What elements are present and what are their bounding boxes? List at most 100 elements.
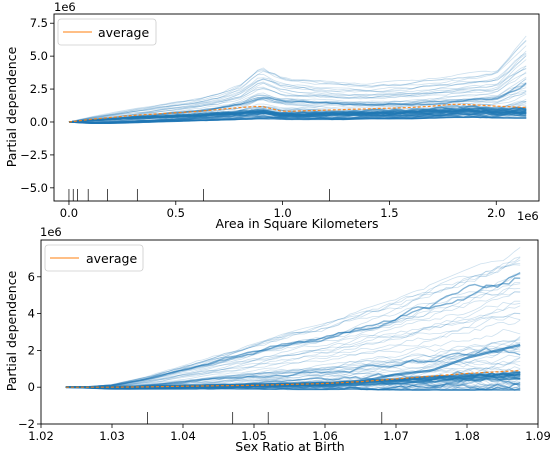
top-y-axis-label: Partial dependence [4, 46, 19, 167]
top-ice-line [68, 67, 527, 123]
bottom-ice-line [65, 386, 521, 391]
bottom-ice-line [65, 291, 521, 388]
top-ice-line [68, 53, 527, 123]
bottom-ice-line [65, 291, 521, 388]
bottom-x-tick-label: 1.06 [312, 429, 338, 443]
top-axes: 0.0 0.5 1.0 1.5 2.0 −5.0 −2.5 0.0 2.5 5.0 7.5 [20, 16, 505, 220]
bottom-average-line [65, 370, 521, 388]
top-ice-line [68, 82, 527, 123]
bottom-ice-line [65, 341, 521, 388]
top-ice-line [68, 114, 527, 124]
top-x-offset-label: 1e6 [517, 209, 539, 223]
top-plot-area [68, 35, 527, 125]
top-ice-line [68, 35, 527, 123]
top-y-tick-label: 7.5 [30, 16, 48, 30]
top-ice-line [68, 55, 527, 123]
top-ice-line [68, 45, 527, 123]
bottom-legend: average [44, 244, 144, 272]
top-y-tick-label: −2.5 [20, 148, 48, 162]
top-x-tick-label: 1.5 [380, 206, 398, 220]
top-average-line [68, 103, 527, 123]
bottom-ice-line [65, 259, 521, 388]
bottom-y-tick-label: 2 [28, 343, 35, 357]
top-ice-line [68, 72, 527, 123]
top-x-axis-label: Area in Square Kilometers [216, 216, 379, 231]
top-legend-box [57, 18, 157, 46]
bottom-ice-line [65, 316, 521, 388]
bottom-ice-line [65, 264, 521, 388]
bottom-ice-line [65, 336, 521, 388]
bottom-ice-line [65, 384, 521, 391]
top-y-tick-label: 5.0 [30, 49, 48, 63]
bottom-ice-line [65, 382, 521, 391]
top-ice-line [68, 82, 527, 123]
bottom-y-tick-label: 0 [28, 380, 35, 394]
bottom-y-tick-label: −2 [18, 417, 35, 431]
top-y-offset-label: 1e6 [54, 0, 76, 14]
top-ice-line [68, 115, 527, 124]
bottom-ice-line [65, 312, 521, 388]
bottom-ice-line [65, 257, 521, 388]
top-legend: average [57, 18, 157, 46]
bottom-chart-panel: 1.02 1.03 1.04 1.05 1.06 1.07 1.08 1.09 −2 0 2 4 6 1… [4, 225, 550, 454]
bottom-ice-line [65, 300, 521, 388]
bottom-ice-line [65, 312, 521, 388]
bottom-x-tick-label: 1.03 [99, 429, 125, 443]
top-ice-line [68, 59, 527, 123]
bottom-plot-frame [40, 239, 539, 425]
bottom-x-tick-label: 1.02 [28, 429, 54, 443]
bottom-ice-line [65, 384, 521, 391]
top-plot-frame [53, 13, 540, 202]
top-ice-line [68, 65, 527, 123]
bottom-ice-line [65, 328, 521, 388]
bottom-x-tick-label: 1.09 [525, 429, 550, 443]
bottom-ice-line [65, 282, 521, 388]
top-chart-panel: 0.0 0.5 1.0 1.5 2.0−5.0−2.50.02.55.07.5 1e6 … [4, 0, 540, 231]
bottom-legend-box [44, 244, 144, 272]
bottom-x-tick-label: 1.07 [383, 429, 409, 443]
top-ice-line [68, 76, 527, 123]
top-x-tick-label: 2.0 [487, 206, 505, 220]
bottom-x-tick-label: 1.04 [170, 429, 196, 443]
top-ice-line [68, 68, 527, 123]
bottom-ice-line [65, 277, 521, 388]
bottom-x-axis-label: Sex Ratio at Birth [235, 439, 344, 454]
bottom-plot-area [65, 247, 521, 391]
top-ice-line [68, 55, 527, 123]
top-ice-line [68, 78, 527, 123]
top-y-tick-label: 2.5 [30, 82, 48, 96]
top-ice-line [68, 114, 527, 124]
top-ice-line [68, 40, 527, 123]
top-ice-line [68, 117, 527, 124]
bottom-ice-line [65, 319, 521, 388]
bottom-axes: 1.02 1.03 1.04 1.05 1.06 1.07 1.08 1.09 −2 0 2 4 6 [18, 270, 550, 443]
bottom-ice-line [65, 305, 521, 388]
bottom-ice-line [65, 247, 521, 388]
top-ice-line [68, 50, 527, 123]
top-ice-line [68, 112, 527, 124]
top-legend-average-label: average [98, 25, 149, 40]
top-ice-line [68, 108, 527, 123]
bottom-x-tick-label: 1.05 [241, 429, 267, 443]
top-x-tick-label: 0.5 [167, 206, 185, 220]
top-y-tick-label: 0.0 [30, 115, 48, 129]
bottom-legend-average-label: average [86, 251, 137, 266]
top-ice-line [68, 65, 527, 123]
bottom-ice-line [65, 379, 521, 391]
top-ice-line [68, 111, 527, 123]
bottom-ice-line [65, 301, 521, 388]
top-ice-line [68, 52, 527, 123]
bottom-y-offset-label: 1e6 [40, 225, 62, 239]
bottom-y-tick-label: 6 [28, 270, 35, 284]
bottom-y-tick-label: 4 [28, 307, 35, 321]
bottom-ice-line [65, 263, 521, 388]
bottom-ice-line [65, 382, 521, 391]
top-x-tick-label: 1.0 [273, 206, 291, 220]
top-y-tick-label: −5.0 [20, 181, 48, 195]
top-x-tick-label: 0.0 [60, 206, 78, 220]
bottom-x-tick-label: 1.08 [454, 429, 480, 443]
bottom-y-axis-label: Partial dependence [4, 270, 19, 391]
top-ice-line [68, 39, 527, 123]
bottom-ice-line [65, 256, 521, 388]
